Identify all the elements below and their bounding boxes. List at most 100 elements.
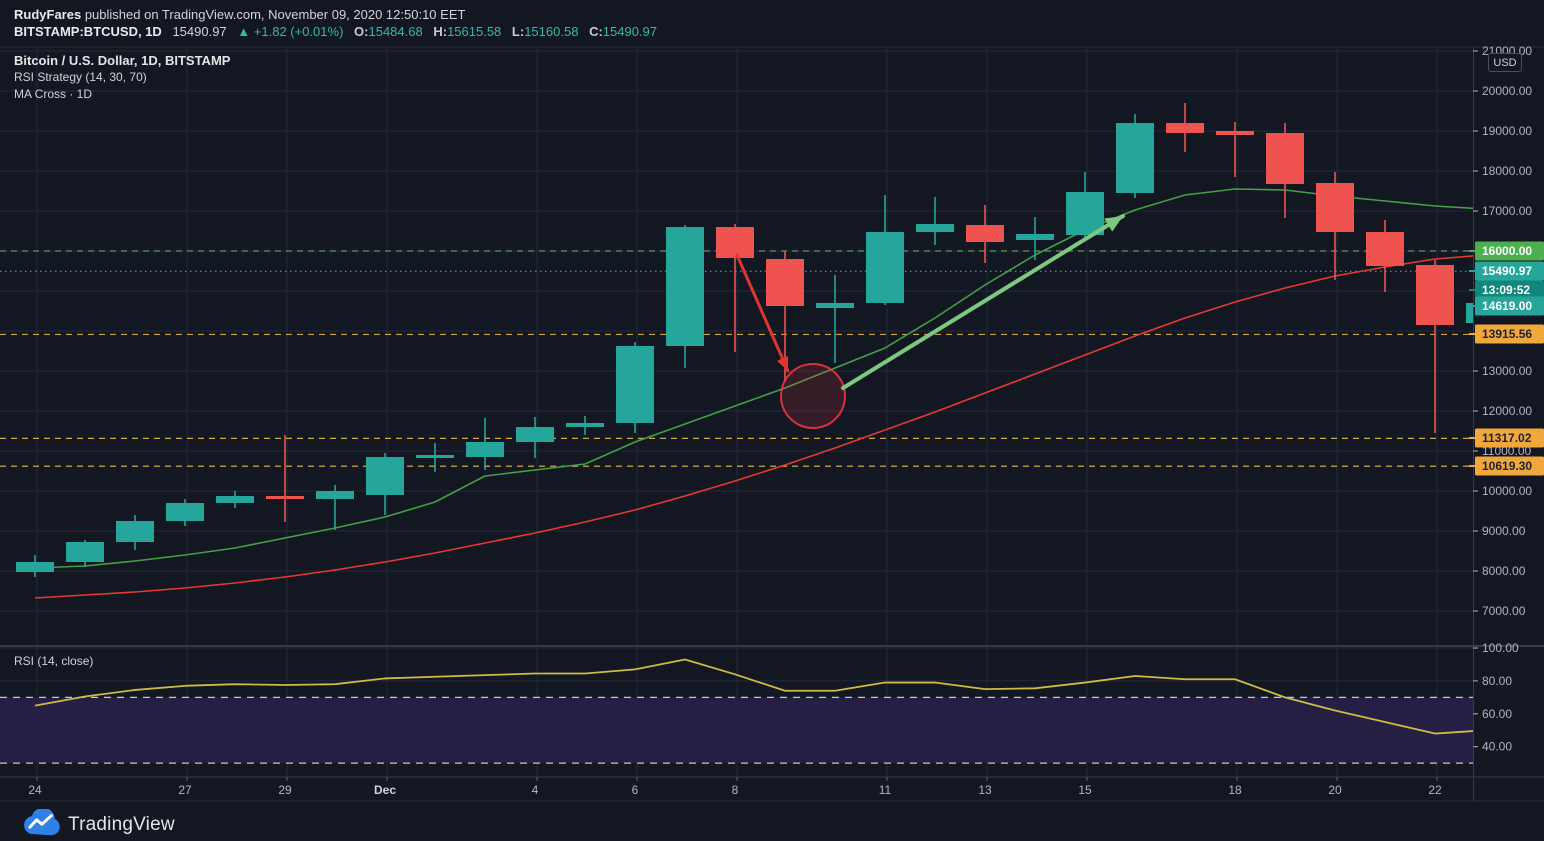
low-label: L: <box>511 24 525 39</box>
price-badge <box>1475 296 1544 316</box>
circle-drawing <box>780 363 846 429</box>
legend-ma-cross-row[interactable]: MA Cross · 1D <box>14 87 93 101</box>
arrow-drawing <box>841 214 1125 390</box>
candle-body <box>866 232 904 303</box>
svg-text:8000.00: 8000.00 <box>1482 564 1526 578</box>
grid-lines <box>0 48 1473 777</box>
high-value: 15615.58 <box>447 24 502 39</box>
svg-text:11317.02: 11317.02 <box>1482 431 1532 445</box>
candle-body <box>516 427 554 442</box>
price-badge <box>1475 324 1544 344</box>
low-value: 15160.58 <box>524 24 579 39</box>
candlestick-series <box>16 103 1473 577</box>
svg-text:14619.00: 14619.00 <box>1482 299 1532 313</box>
legend-rsi-strategy-row[interactable]: RSI Strategy (14, 30, 70) <box>14 70 147 84</box>
candle-body <box>466 442 504 457</box>
candle-body <box>1166 123 1204 133</box>
price-badge <box>1475 280 1544 300</box>
candle-body <box>1466 303 1473 323</box>
time-label: 27 <box>178 783 192 797</box>
rsi-pane <box>0 658 1473 764</box>
rsi-line <box>34 658 1473 735</box>
rsi-pane-label[interactable]: RSI (14, close) <box>14 654 94 668</box>
rsi-band <box>0 697 1473 764</box>
candle-body <box>1366 232 1404 266</box>
candle-body <box>1116 123 1154 193</box>
candle-body <box>66 542 104 562</box>
price-badge <box>1475 428 1544 448</box>
price-badge <box>1475 456 1544 476</box>
tradingview-logo-text: TradingView <box>68 814 175 835</box>
candle-body <box>716 227 754 258</box>
time-label: 6 <box>632 783 639 797</box>
svg-text:10619.30: 10619.30 <box>1482 459 1532 473</box>
svg-text:60.00: 60.00 <box>1482 707 1512 721</box>
svg-text:19000.00: 19000.00 <box>1482 124 1532 138</box>
time-label: 24 <box>28 783 42 797</box>
candle-body <box>316 491 354 499</box>
candle-body <box>966 225 1004 242</box>
snapshot-header: RudyFares published on TradingView.com, … <box>14 6 657 40</box>
currency-toggle-button[interactable]: USD <box>1488 53 1522 72</box>
svg-text:13000.00: 13000.00 <box>1482 364 1532 378</box>
svg-text:13:09:52: 13:09:52 <box>1482 283 1530 297</box>
time-label: 20 <box>1328 783 1342 797</box>
publish-line: RudyFares published on TradingView.com, … <box>14 6 657 23</box>
svg-text:40.00: 40.00 <box>1482 740 1512 754</box>
time-label: 11 <box>879 783 892 797</box>
candle-body <box>16 562 54 572</box>
tradingview-logo[interactable]: TradingView <box>22 807 175 841</box>
candle-body <box>366 457 404 495</box>
svg-text:15490.97: 15490.97 <box>1482 264 1532 278</box>
price-level-lines <box>0 250 1473 467</box>
candle-body <box>1066 192 1104 235</box>
svg-text:20000.00: 20000.00 <box>1482 84 1532 98</box>
candle-body <box>1016 234 1054 240</box>
price-pane <box>34 188 1473 599</box>
candle-body <box>616 346 654 423</box>
open-label: O: <box>354 24 369 39</box>
svg-text:17000.00: 17000.00 <box>1482 204 1532 218</box>
price-badge <box>1475 241 1544 261</box>
candle-body <box>266 496 304 499</box>
svg-text:12000.00: 12000.00 <box>1482 404 1532 418</box>
price-badge <box>1475 261 1544 281</box>
candle-body <box>916 224 954 232</box>
ma-slow-line <box>34 255 1473 599</box>
svg-text:10000.00: 10000.00 <box>1482 484 1532 498</box>
svg-text:80.00: 80.00 <box>1482 674 1512 688</box>
svg-text:100.00: 100.00 <box>1482 641 1519 655</box>
svg-text:16000.00: 16000.00 <box>1482 244 1532 258</box>
last-price: 15490.97 <box>172 24 227 39</box>
pane-separators <box>0 46 1544 802</box>
arrow-head <box>1104 216 1123 232</box>
ma-fast-line <box>34 188 1473 569</box>
high-label: H: <box>433 24 448 39</box>
close-label: C: <box>589 24 603 39</box>
legend-symbol-row[interactable]: Bitcoin / U.S. Dollar, 1D, BITSTAMP <box>14 53 231 68</box>
price-change: ▲ +1.82 (+0.01%) <box>237 24 344 39</box>
candle-body <box>416 455 454 458</box>
tradingview-cloud-icon <box>22 807 60 841</box>
candle-body <box>1216 131 1254 135</box>
svg-text:18000.00: 18000.00 <box>1482 164 1532 178</box>
candle-body <box>766 259 804 306</box>
close-value: 15490.97 <box>602 24 658 39</box>
time-label: 13 <box>978 783 992 797</box>
svg-text:9000.00: 9000.00 <box>1482 524 1526 538</box>
time-axis[interactable]: 24 27 29 Dec 4 6 8 11 13 15 18 20 22 <box>28 777 1442 797</box>
time-label: 4 <box>532 783 539 797</box>
author-name: RudyFares <box>14 7 82 22</box>
candle-body <box>816 303 854 308</box>
svg-text:7000.00: 7000.00 <box>1482 604 1526 618</box>
candle-body <box>566 423 604 427</box>
arrow-drawing <box>735 253 790 373</box>
candle-body <box>666 227 704 346</box>
publish-info: published on TradingView.com, November 0… <box>81 7 466 22</box>
price-axis[interactable]: 21000.0020000.0019000.0018000.0017000.00… <box>1469 44 1544 754</box>
candle-body <box>116 521 154 542</box>
candle-body <box>1266 133 1304 184</box>
candle-body <box>1316 183 1354 232</box>
